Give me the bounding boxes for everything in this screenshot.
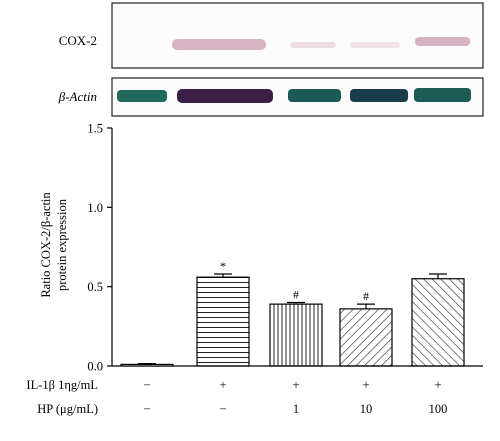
treatment-label-1: IL-1β 1ηg/mL <box>26 378 98 392</box>
actin-band-5 <box>414 88 471 102</box>
actin-band-2 <box>177 89 273 103</box>
cox2-blot-frame <box>111 2 484 69</box>
y-tick-label: 1.5 <box>87 122 103 136</box>
actin-blot <box>111 77 484 117</box>
treatment-value-2-4: 10 <box>360 402 373 416</box>
treatment-label-2: HP (μg/mL) <box>37 402 98 416</box>
treatment-value-2-2: − <box>219 402 226 416</box>
cox2-blot <box>111 2 484 69</box>
treatment-table: IL-1β 1ηg/mL − + + + + HP (μg/mL) − − 1 10 100 <box>26 378 447 416</box>
treatment-value-2-5: 100 <box>429 402 448 416</box>
y-tick-label: 1.0 <box>87 201 103 215</box>
y-tick-label: 0.0 <box>87 360 103 374</box>
significance-mark-4: # <box>363 289 369 303</box>
bar-4 <box>339 308 393 367</box>
bar-2 <box>196 276 250 367</box>
treatment-value-1-5: + <box>434 378 441 392</box>
cox2-band-2 <box>172 39 266 50</box>
actin-band-1 <box>117 90 167 102</box>
y-tick-label: 0.5 <box>87 280 103 294</box>
significance-mark-3: # <box>293 288 299 302</box>
treatment-value-2-3: 1 <box>293 402 299 416</box>
bar-1 <box>120 363 174 367</box>
significance-mark-2: * <box>220 259 226 273</box>
bar-3 <box>269 303 323 367</box>
y-axis-label-line1: Ratio COX-2/β-actin <box>39 192 53 298</box>
y-axis-label-line2: protein expression <box>55 198 69 291</box>
treatment-value-1-2: + <box>219 378 226 392</box>
cox2-band-3 <box>290 42 336 48</box>
actin-band-4 <box>350 89 408 102</box>
treatment-value-2-1: − <box>143 402 150 416</box>
actin-band-3 <box>288 89 341 102</box>
cox2-label: COX-2 <box>59 33 97 48</box>
treatment-value-1-3: + <box>292 378 299 392</box>
bar-chart: 0.0 0.5 1.0 1.5 * # # <box>87 122 483 374</box>
treatment-value-1-1: − <box>143 378 150 392</box>
treatment-value-1-4: + <box>362 378 369 392</box>
cox2-band-4 <box>350 42 400 48</box>
cox2-band-5 <box>415 37 470 46</box>
actin-label: β-Actin <box>58 89 97 104</box>
bar-5 <box>411 278 465 367</box>
